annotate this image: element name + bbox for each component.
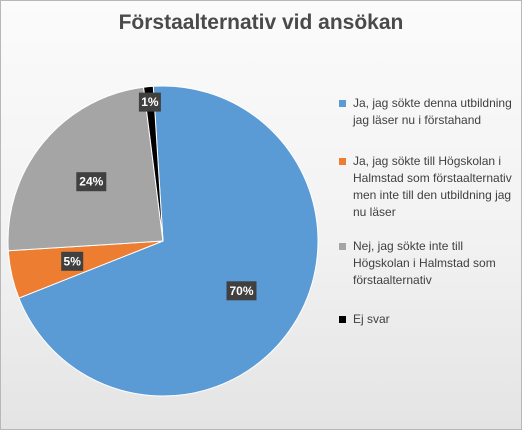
legend-swatch (339, 243, 346, 250)
legend-swatch (339, 316, 346, 323)
legend-label: Ja, jag sökte till Högskolan i Halmstad … (353, 154, 512, 219)
data-label-box-1 (226, 281, 257, 301)
data-label-text-1: 70% (229, 284, 253, 298)
data-label-text-2: 5% (64, 254, 82, 268)
data-label-text-4: 1% (141, 95, 159, 109)
legend-label: Ja, jag sökte denna utbildning jag läser… (353, 96, 512, 127)
legend-item-2: Ja, jag sökte till Högskolan i Halmstad … (339, 153, 517, 221)
chart-title: Förstaalternativ vid ansökan (118, 11, 404, 34)
data-label-1: 70% (226, 281, 257, 301)
legend-label: Ej svar (353, 312, 390, 326)
pie-slice-3 (7, 86, 164, 252)
data-label-3: 24% (76, 172, 107, 192)
legend-item-4: Ej svar (339, 311, 517, 328)
legend-item-3: Nej, jag sökte inte till Högskolan i Hal… (339, 238, 517, 289)
data-label-box-2 (61, 251, 84, 271)
legend-swatch (339, 100, 346, 107)
legend-swatch (339, 158, 346, 165)
legend-item-1: Ja, jag sökte denna utbildning jag läser… (339, 95, 517, 129)
data-label-2: 5% (61, 251, 84, 271)
legend-label: Nej, jag sökte inte till Högskolan i Hal… (353, 239, 496, 287)
legend: Ja, jag sökte denna utbildning jag läser… (339, 95, 517, 328)
data-label-4: 1% (138, 92, 161, 112)
data-label-box-4 (138, 92, 161, 112)
data-label-text-3: 24% (79, 175, 103, 189)
data-label-box-3 (76, 172, 107, 192)
pie-slice-4 (143, 85, 164, 242)
pie-slice-1 (18, 85, 319, 397)
